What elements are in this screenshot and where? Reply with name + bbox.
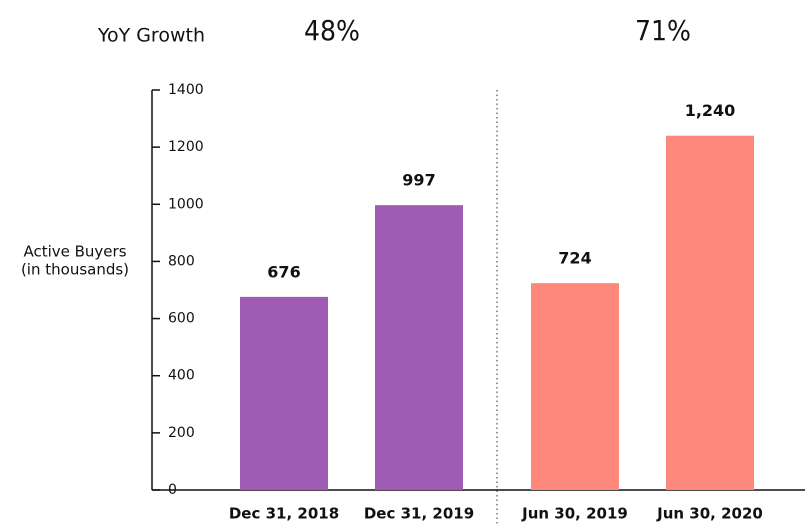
- data-label: 1,240: [685, 101, 736, 120]
- bar: [531, 283, 619, 490]
- y-tick-label: 200: [168, 425, 195, 441]
- data-label: 724: [558, 249, 591, 268]
- y-tick-label: 1000: [168, 196, 204, 212]
- annotation: 71%: [635, 14, 691, 47]
- y-axis-label: Active Buyers: [23, 243, 126, 261]
- y-tick-label: 1200: [168, 139, 204, 155]
- x-tick-label: Dec 31, 2018: [229, 505, 339, 523]
- y-tick-label: 1400: [168, 82, 204, 98]
- y-axis-label: (in thousands): [21, 261, 129, 279]
- x-tick-label: Jun 30, 2019: [521, 505, 628, 523]
- y-tick-label: 400: [168, 368, 195, 384]
- bar: [375, 205, 463, 490]
- bar: [666, 135, 754, 490]
- data-label: 997: [402, 171, 435, 190]
- annotation: 48%: [304, 14, 360, 47]
- x-tick-label: Dec 31, 2019: [364, 505, 474, 523]
- y-tick-label: 600: [168, 311, 195, 327]
- x-tick-label: Jun 30, 2020: [656, 505, 763, 523]
- annotation: YoY Growth: [97, 25, 205, 47]
- data-label: 676: [267, 262, 300, 281]
- y-tick-label: 800: [168, 253, 195, 269]
- y-tick-label: 0: [168, 482, 177, 498]
- bar: [240, 296, 328, 490]
